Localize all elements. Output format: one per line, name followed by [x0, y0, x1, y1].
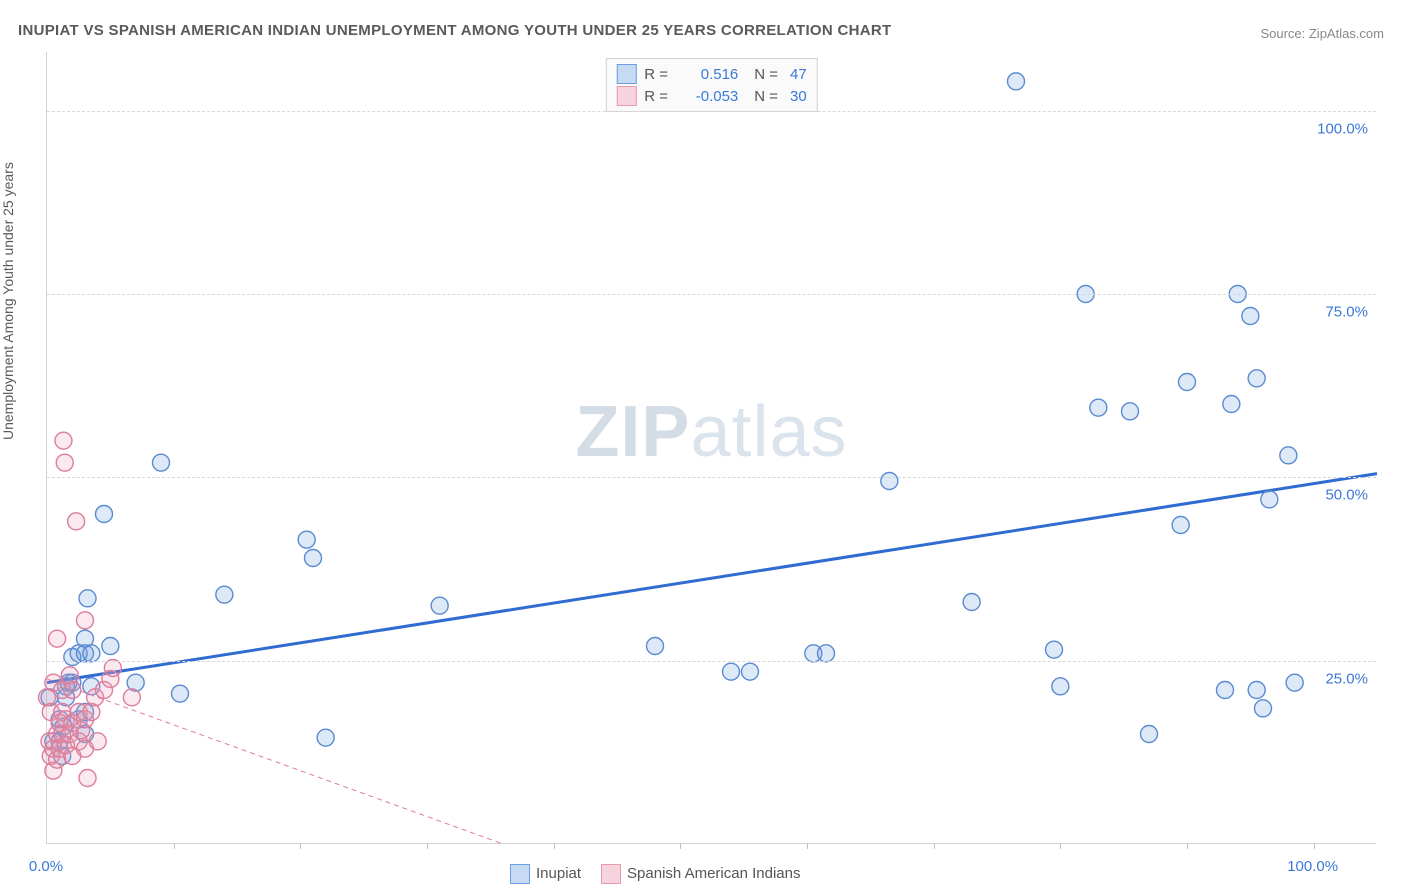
data-point	[1280, 447, 1297, 464]
legend-item: Inupiat	[510, 864, 581, 884]
data-point	[298, 531, 315, 548]
data-point	[49, 630, 66, 647]
data-point	[818, 645, 835, 662]
data-point	[317, 729, 334, 746]
data-point	[1217, 682, 1234, 699]
data-point	[881, 473, 898, 490]
legend-item: Spanish American Indians	[601, 864, 800, 884]
plot-area: ZIPatlas R = 0.516 N = 47 R = -0.053 N =…	[46, 52, 1376, 844]
x-tick	[807, 843, 808, 849]
data-point	[1242, 308, 1259, 325]
legend-swatch-icon	[510, 864, 530, 884]
x-tick-label: 100.0%	[1287, 858, 1338, 875]
data-point	[1141, 726, 1158, 743]
data-point	[77, 612, 94, 629]
source-prefix: Source:	[1260, 26, 1308, 41]
source-link[interactable]: ZipAtlas.com	[1309, 26, 1384, 41]
data-point	[1248, 370, 1265, 387]
data-point	[83, 645, 100, 662]
legend-label: Inupiat	[536, 865, 581, 882]
data-point	[89, 733, 106, 750]
data-point	[723, 663, 740, 680]
gridline	[47, 294, 1376, 295]
y-tick-label: 75.0%	[1325, 304, 1368, 321]
data-point	[1255, 700, 1272, 717]
data-point	[1172, 517, 1189, 534]
data-point	[153, 454, 170, 471]
data-point	[55, 432, 72, 449]
data-point	[742, 663, 759, 680]
data-point	[1286, 674, 1303, 691]
x-tick	[934, 843, 935, 849]
data-point	[1046, 641, 1063, 658]
data-point	[1223, 396, 1240, 413]
x-tick	[680, 843, 681, 849]
data-point	[1008, 73, 1025, 90]
data-point	[123, 689, 140, 706]
x-tick	[1314, 843, 1315, 849]
data-point	[1052, 678, 1069, 695]
gridline	[47, 477, 1376, 478]
data-point	[172, 685, 189, 702]
source-attribution: Source: ZipAtlas.com	[1260, 26, 1384, 41]
chart-title: INUPIAT VS SPANISH AMERICAN INDIAN UNEMP…	[18, 22, 891, 39]
data-point	[1248, 682, 1265, 699]
data-point	[79, 590, 96, 607]
data-point	[647, 638, 664, 655]
data-point	[104, 660, 121, 677]
data-point	[1122, 403, 1139, 420]
x-tick	[1187, 843, 1188, 849]
series-legend: Inupiat Spanish American Indians	[510, 864, 800, 884]
data-point	[216, 586, 233, 603]
x-tick	[1060, 843, 1061, 849]
data-point	[102, 638, 119, 655]
trend-line	[47, 474, 1377, 683]
gridline	[47, 661, 1376, 662]
data-point	[79, 770, 96, 787]
data-point	[1090, 399, 1107, 416]
y-tick-label: 100.0%	[1317, 120, 1368, 137]
gridline	[47, 111, 1376, 112]
x-tick	[174, 843, 175, 849]
legend-swatch-icon	[601, 864, 621, 884]
y-axis-label: Unemployment Among Youth under 25 years	[0, 162, 16, 440]
x-tick-label: 0.0%	[29, 858, 63, 875]
data-point	[1179, 374, 1196, 391]
data-point	[305, 550, 322, 567]
data-point	[431, 597, 448, 614]
x-tick	[554, 843, 555, 849]
x-tick	[427, 843, 428, 849]
scatter-svg	[47, 52, 1376, 843]
y-tick-label: 25.0%	[1325, 670, 1368, 687]
data-point	[56, 454, 73, 471]
x-tick	[300, 843, 301, 849]
trend-line	[47, 679, 503, 844]
data-point	[68, 513, 85, 530]
y-tick-label: 50.0%	[1325, 487, 1368, 504]
data-point	[963, 594, 980, 611]
data-point	[96, 506, 113, 523]
data-point	[1261, 491, 1278, 508]
legend-label: Spanish American Indians	[627, 865, 800, 882]
data-point	[64, 682, 81, 699]
